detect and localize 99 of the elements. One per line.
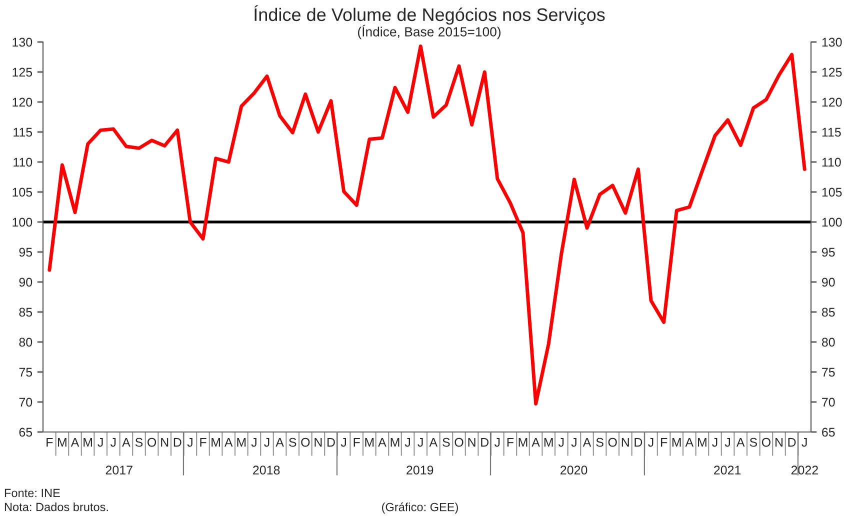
x-tick-label: D	[481, 438, 489, 447]
x-tick-label: N	[776, 438, 782, 447]
x-tick-label: A	[429, 438, 438, 447]
x-tick-label: D	[788, 438, 796, 447]
x2-tick-label: 2018	[253, 466, 280, 475]
x-tick-label: J	[264, 438, 270, 447]
x-tick-label: J	[418, 438, 423, 447]
x2-tick-label: 2021	[714, 466, 741, 475]
x-tick-label: F	[200, 438, 206, 447]
y2-tick-label: 80	[822, 338, 835, 347]
x-tick-label: N	[314, 438, 322, 447]
x-tick-label: M	[58, 438, 66, 447]
y2-tick-label: 115	[822, 128, 841, 137]
x-tick-label: A	[685, 438, 694, 447]
x2-tick-label: 2019	[406, 466, 434, 475]
text: (Gráfico: GEE)	[382, 502, 458, 514]
y-tick-label: 130	[12, 38, 32, 47]
x-tick-label: J	[494, 438, 500, 447]
y2-tick-label: 120	[822, 98, 842, 107]
x-tick-label: S	[442, 438, 450, 447]
x-tick-label: D	[634, 438, 642, 447]
chart-subtitle: (Índice, Base 2015=100)	[358, 24, 501, 40]
text: Nota: Dados brutos.	[4, 502, 108, 512]
x-tick-label: A	[532, 438, 540, 447]
x-tick-label: M	[212, 438, 220, 447]
x-tick-label: D	[328, 438, 335, 447]
x-tick-label: J	[340, 438, 346, 447]
y-tick-label: 65	[19, 428, 32, 437]
x-tick-label: M	[365, 438, 374, 447]
y-tick-label: 100	[12, 218, 32, 227]
x2-tick-label: 2017	[106, 466, 132, 475]
x2-tick-label: 2020	[560, 466, 588, 475]
x-tick-label: A	[122, 438, 130, 447]
x-tick-label: A	[582, 438, 592, 447]
chart-title: Índice de Volume de Negócios nos Serviços	[254, 5, 605, 25]
x-tick-label: M	[698, 438, 706, 447]
y2-tick-label: 65	[822, 428, 835, 437]
x-tick-label: A	[276, 438, 284, 447]
y-tick-label: 120	[12, 98, 32, 107]
y2-tick-label: 70	[822, 398, 835, 407]
x-tick-label: J	[404, 438, 410, 447]
x-tick-label: O	[148, 438, 156, 447]
y2-tick-label: 100	[822, 218, 842, 227]
x-tick-label: J	[110, 438, 116, 447]
x-tick-label: M	[518, 438, 528, 447]
line-series	[48, 44, 806, 406]
x-tick-label: M	[237, 438, 246, 447]
x-tick-label: F	[46, 438, 53, 447]
x-tick-label: J	[558, 438, 564, 447]
y-tick-label: 105	[12, 188, 32, 197]
y2-tick-label: 110	[822, 158, 841, 167]
x-tick-label: J	[724, 438, 730, 447]
x-tick-label: M	[544, 438, 553, 447]
y-tick-label: 70	[19, 398, 32, 407]
y2-tick-label: 125	[822, 68, 842, 77]
x-tick-label: O	[454, 438, 464, 447]
x-tick-label: J	[187, 438, 192, 447]
y-tick-label: 110	[14, 158, 32, 167]
y2-tick-label: 95	[822, 248, 835, 257]
y-tick-label: 80	[19, 338, 32, 347]
x-tick-label: O	[762, 438, 770, 447]
x-tick-label: M	[390, 438, 400, 447]
y-tick-label: 115	[14, 128, 32, 137]
x-tick-label: J	[571, 438, 576, 447]
y2-tick-label: 105	[822, 188, 842, 197]
x-tick-label: M	[672, 438, 681, 447]
x-tick-label: A	[224, 438, 233, 447]
x-tick-label: N	[161, 438, 168, 447]
y-tick-label: 95	[19, 248, 32, 257]
x-tick-label: S	[750, 438, 757, 447]
x-tick-label: J	[648, 438, 654, 447]
x-tick-label: J	[98, 438, 103, 447]
x-tick-label: F	[661, 438, 668, 447]
y-tick-label: 75	[19, 368, 32, 377]
x-tick-label: M	[84, 438, 92, 447]
y2-tick-label: 90	[822, 278, 835, 287]
x-tick-label: N	[622, 438, 629, 447]
x-tick-label: O	[301, 438, 310, 447]
y-tick-label: 90	[19, 278, 32, 287]
x-tick-label: S	[289, 438, 296, 447]
y-tick-label: 125	[12, 68, 32, 77]
x-tick-label: F	[507, 438, 514, 447]
x-tick-label: S	[596, 438, 604, 447]
x-tick-label: D	[174, 438, 182, 447]
x-tick-label: J	[712, 438, 718, 447]
y2-tick-label: 85	[822, 308, 835, 317]
x-tick-label: A	[378, 438, 386, 447]
y2-tick-label: 130	[822, 38, 842, 47]
source-note: Fonte: INE	[4, 488, 60, 498]
x-tick-label: A	[70, 438, 80, 447]
x-tick-label: J	[251, 438, 256, 447]
x-tick-label: O	[608, 438, 617, 447]
y2-tick-label: 75	[822, 368, 835, 377]
x-tick-label: S	[135, 438, 143, 447]
x-tick-label: N	[468, 438, 476, 447]
x-tick-label: J	[802, 438, 807, 447]
x-tick-label: F	[354, 438, 360, 447]
y-tick-label: 85	[19, 308, 32, 317]
x-tick-label: A	[736, 438, 745, 447]
